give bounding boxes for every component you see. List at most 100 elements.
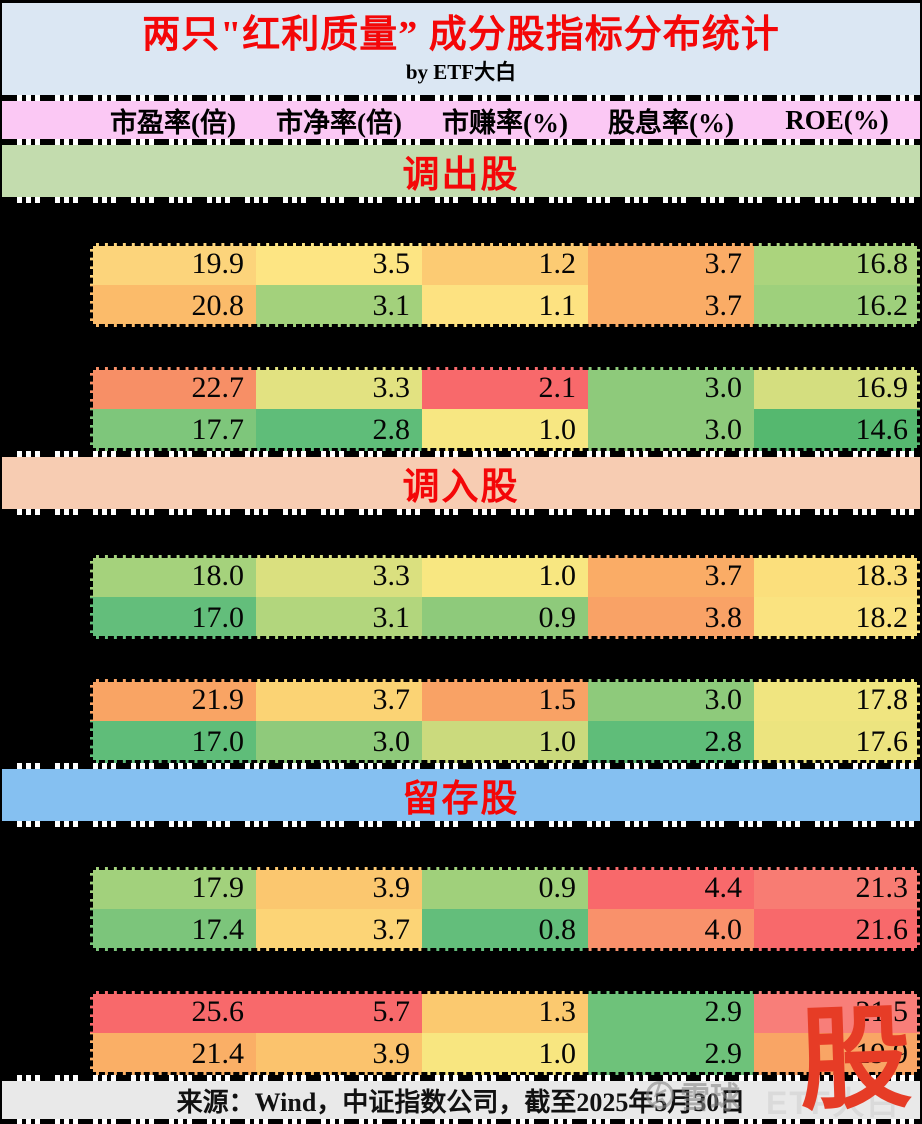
table-cell: 3.1 (256, 285, 422, 327)
section-band: 调入股 (2, 457, 920, 509)
column-header: 市盈率(倍) (110, 108, 236, 138)
table-cell: 0.9 (422, 597, 588, 639)
cell-value: 2.9 (704, 995, 743, 1028)
table-cell: 4.0 (588, 909, 754, 951)
table-cell: 18.2 (754, 597, 920, 639)
cell-value: 4.4 (704, 871, 743, 904)
sections-container: 调出股 19.9 3.5 1.2 3.7 16.8 20.8 3.1 1.1 3.7 16.2 22.… (0, 145, 922, 1075)
cell-value: 1.0 (538, 725, 577, 758)
site-watermark: 雪球 (645, 1073, 740, 1117)
site-watermark-label: 雪球 (680, 1082, 740, 1115)
cell-value: 3.7 (704, 247, 743, 280)
table-row: 20.8 3.1 1.1 3.7 16.2 (90, 285, 920, 327)
cell-value: 17.7 (191, 413, 245, 446)
table-cell: 3.7 (588, 555, 754, 597)
table-cell: 16.8 (754, 243, 920, 285)
table-cell: 3.7 (588, 285, 754, 327)
table-cell: 21.9 (90, 679, 256, 721)
cell-value: 19.9 (855, 1037, 909, 1070)
cell-value: 3.0 (704, 413, 743, 446)
table-cell: 0.9 (422, 867, 588, 909)
table-cell: 3.3 (256, 555, 422, 597)
cell-value: 2.8 (704, 725, 743, 758)
table-cell: 1.2 (422, 243, 588, 285)
table-row: 22.7 3.3 2.1 3.0 16.9 (90, 367, 920, 409)
table-cell: 2.9 (588, 991, 754, 1033)
table-cell: 20.8 (90, 285, 256, 327)
cell-value: 21.4 (191, 1037, 245, 1070)
cell-value: 3.7 (704, 559, 743, 592)
cell-value: 3.9 (372, 1037, 411, 1070)
table-cell: 17.6 (754, 721, 920, 763)
page-title: 两只"红利质量” 成分股指标分布统计 (142, 14, 780, 56)
table-cell: 3.7 (256, 679, 422, 721)
cell-value: 17.0 (191, 601, 245, 634)
table-row: 17.9 3.9 0.9 4.4 21.3 (90, 867, 920, 909)
table-cell: 3.0 (588, 679, 754, 721)
table-cell: 14.6 (754, 409, 920, 451)
section-band: 调出股 (2, 145, 920, 197)
section-band: 留存股 (2, 769, 920, 821)
table-row: 17.0 3.0 1.0 2.8 17.6 (90, 721, 920, 763)
cell-value: 16.2 (855, 289, 909, 322)
cell-value: 18.2 (855, 601, 909, 634)
cell-value: 16.9 (855, 371, 909, 404)
table-row: 19.9 3.5 1.2 3.7 16.8 (90, 243, 920, 285)
table-cell: 3.9 (256, 867, 422, 909)
cell-value: 14.6 (855, 413, 909, 446)
table-cell: 18.0 (90, 555, 256, 597)
table-cell: 1.0 (422, 721, 588, 763)
section-gap (0, 327, 922, 367)
cell-value: 1.2 (538, 247, 577, 280)
table-cell: 1.3 (422, 991, 588, 1033)
cell-value: 0.9 (538, 871, 577, 904)
cell-value: 3.3 (372, 371, 411, 404)
table-cell: 22.7 (90, 367, 256, 409)
section-gap (0, 827, 922, 867)
stock-stamp-watermark: 股 (796, 995, 914, 1124)
dashed-divider (2, 95, 920, 101)
dashed-divider (2, 821, 920, 827)
cell-value: 3.0 (704, 371, 743, 404)
stat-block: 25.6 5.7 1.3 2.9 21.5 21.4 3.9 1.0 2.9 19.9 (90, 991, 920, 1075)
dashed-divider (2, 451, 920, 457)
table-cell: 3.9 (256, 1033, 422, 1075)
cell-value: 3.1 (372, 289, 411, 322)
cell-value: 1.1 (538, 289, 577, 322)
table-cell: 1.0 (422, 555, 588, 597)
cell-value: 3.7 (372, 683, 411, 716)
cell-value: 16.8 (855, 247, 909, 280)
section-gap (0, 203, 922, 243)
cell-value: 3.0 (372, 725, 411, 758)
cell-value: 19.9 (191, 247, 245, 280)
cell-value: 21.9 (191, 683, 245, 716)
cell-value: 17.0 (191, 725, 245, 758)
author-watermark: ETF大白 (766, 1085, 901, 1121)
stat-block: 22.7 3.3 2.1 3.0 16.9 17.7 2.8 1.0 3.0 14.6 (90, 367, 920, 451)
table-cell: 16.9 (754, 367, 920, 409)
cell-value: 1.0 (538, 1037, 577, 1070)
dashed-divider (2, 509, 920, 515)
table-row: 17.4 3.7 0.8 4.0 21.6 (90, 909, 920, 951)
table-cell: 1.5 (422, 679, 588, 721)
column-header: 市净率(倍) (276, 108, 402, 138)
table-cell: 17.4 (90, 909, 256, 951)
dashed-divider (2, 1119, 920, 1124)
table-cell: 2.9 (588, 1033, 754, 1075)
cell-value: 1.0 (538, 413, 577, 446)
table-row: 17.0 3.1 0.9 3.8 18.2 (90, 597, 920, 639)
cell-value: 1.0 (538, 559, 577, 592)
cell-value: 2.9 (704, 1037, 743, 1070)
cell-value: 0.8 (538, 913, 577, 946)
table-cell: 2.8 (588, 721, 754, 763)
cell-value: 3.1 (372, 601, 411, 634)
column-header-row: 市盈率(倍) 市净率(倍) 市赚率(%) 股息率(%) ROE(%) (2, 101, 920, 139)
dashed-divider (2, 197, 920, 203)
table-cell: 19.9 (90, 243, 256, 285)
table-cell: 21.6 (754, 909, 920, 951)
cell-value: 3.5 (372, 247, 411, 280)
table-row: 18.0 3.3 1.0 3.7 18.3 (90, 555, 920, 597)
section-label: 调出股 (402, 155, 520, 196)
column-header: ROE(%) (785, 105, 889, 135)
